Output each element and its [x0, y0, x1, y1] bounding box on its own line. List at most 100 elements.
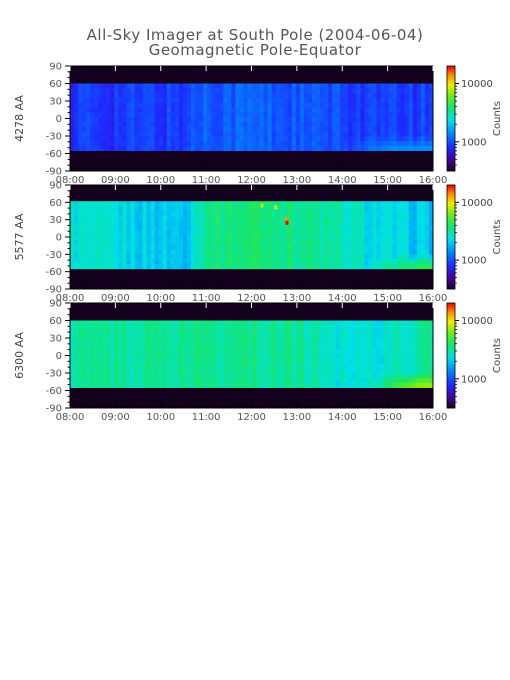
- heatmap-cell: [174, 334, 180, 341]
- heatmap-cell: [130, 378, 135, 384]
- heatmap-cell: [235, 141, 240, 147]
- heatmap-cell: [122, 358, 127, 365]
- heatmap-cell: [424, 344, 430, 350]
- heatmap-cell: [416, 373, 422, 379]
- heatmap-cell: [110, 339, 115, 345]
- heatmap-cell: [255, 210, 260, 217]
- heatmap-cell: [86, 121, 91, 128]
- heatmap-cell: [231, 382, 236, 388]
- heatmap-cell: [215, 220, 220, 226]
- heatmap-cell: [166, 373, 172, 379]
- heatmap-cell: [380, 234, 385, 241]
- heatmap-cell: [376, 93, 381, 99]
- heatmap-cell: [328, 368, 333, 374]
- heatmap-cell: [348, 373, 353, 379]
- heatmap-cell: [420, 368, 426, 374]
- heatmap-cell: [380, 107, 385, 113]
- heatmap-cell: [348, 83, 353, 89]
- heatmap-cell: [78, 112, 83, 118]
- heatmap-cell: [400, 325, 406, 331]
- heatmap-cell: [316, 254, 321, 260]
- heatmap-cell: [215, 230, 220, 236]
- colorbar-label: Counts: [492, 220, 503, 255]
- heatmap-cell: [146, 363, 152, 369]
- heatmap-cell: [86, 112, 91, 118]
- heatmap-cell: [356, 126, 361, 132]
- heatmap-cell: [384, 112, 390, 118]
- heatmap-cell: [283, 234, 289, 241]
- heatmap-cell: [102, 107, 107, 113]
- heatmap-cell: [416, 354, 422, 360]
- heatmap-cell: [400, 220, 406, 226]
- heatmap-cell: [94, 358, 99, 365]
- heatmap-cell: [275, 349, 281, 355]
- colorbar-swatch: [447, 129, 455, 132]
- heatmap-cell: [287, 225, 293, 231]
- heatmap-cell: [130, 244, 135, 250]
- heatmap-cell: [283, 368, 289, 374]
- heatmap-cell: [235, 234, 240, 241]
- heatmap-cell: [380, 225, 385, 231]
- heatmap-cell: [340, 145, 345, 151]
- heatmap-cell: [364, 112, 369, 118]
- heatmap-cell: [247, 254, 252, 260]
- heatmap-cell: [364, 88, 369, 94]
- heatmap-cell: [102, 382, 107, 388]
- heatmap-cell: [388, 325, 394, 331]
- heatmap-cell: [388, 230, 394, 236]
- heatmap-cell: [352, 373, 357, 379]
- heatmap-cell: [388, 344, 394, 350]
- heatmap-cell: [243, 83, 248, 89]
- heatmap-cell: [98, 249, 103, 255]
- heatmap-cell: [146, 136, 152, 142]
- heatmap-cell: [328, 136, 333, 142]
- heatmap-cell: [388, 330, 394, 336]
- heatmap-cell: [356, 334, 361, 341]
- heatmap-cell: [122, 239, 127, 246]
- heatmap-cell: [352, 259, 357, 265]
- heatmap-cell: [271, 320, 277, 326]
- heatmap-cell: [98, 244, 103, 250]
- heatmap-cell: [271, 206, 277, 212]
- heatmap-cell: [380, 136, 385, 142]
- heatmap-cell: [364, 320, 369, 326]
- colorbar-swatch: [447, 318, 455, 321]
- heatmap-cell: [283, 259, 289, 265]
- heatmap-cell: [150, 373, 156, 379]
- heatmap-cell: [174, 378, 180, 384]
- heatmap-cell: [275, 107, 281, 113]
- heatmap-cell: [412, 373, 418, 379]
- heatmap-cell: [74, 330, 79, 336]
- heatmap-cell: [320, 210, 325, 217]
- heatmap-cell: [380, 339, 385, 345]
- heatmap-cell: [380, 239, 385, 246]
- heatmap-cell: [170, 210, 176, 217]
- heatmap-cell: [102, 349, 107, 355]
- heatmap-cell: [211, 334, 216, 341]
- heatmap-cell: [408, 368, 414, 374]
- heatmap-cell: [332, 320, 337, 326]
- heatmap-cell: [150, 121, 156, 128]
- heatmap-cell: [271, 225, 277, 231]
- heatmap-cell: [142, 325, 148, 331]
- heatmap-cell: [207, 239, 212, 246]
- heatmap-cell: [207, 354, 212, 360]
- heatmap-cell: [170, 97, 176, 104]
- heatmap-cell: [70, 230, 75, 236]
- colorbar-swatch: [447, 207, 455, 210]
- heatmap-cell: [420, 363, 426, 369]
- heatmap-cell: [267, 201, 273, 207]
- heatmap-cell: [122, 126, 127, 132]
- heatmap-cell: [178, 339, 184, 345]
- heatmap-cell: [408, 339, 414, 345]
- colorbar-swatch: [447, 67, 455, 70]
- heatmap-cell: [158, 145, 164, 151]
- heatmap-cell: [98, 330, 103, 336]
- heatmap-cell: [400, 131, 406, 137]
- heatmap-cell: [162, 378, 168, 384]
- heatmap-cell: [182, 112, 188, 118]
- heatmap-cell: [211, 215, 216, 221]
- heatmap-cell: [356, 83, 361, 89]
- heatmap-cell: [227, 363, 232, 369]
- heatmap-cell: [396, 230, 402, 236]
